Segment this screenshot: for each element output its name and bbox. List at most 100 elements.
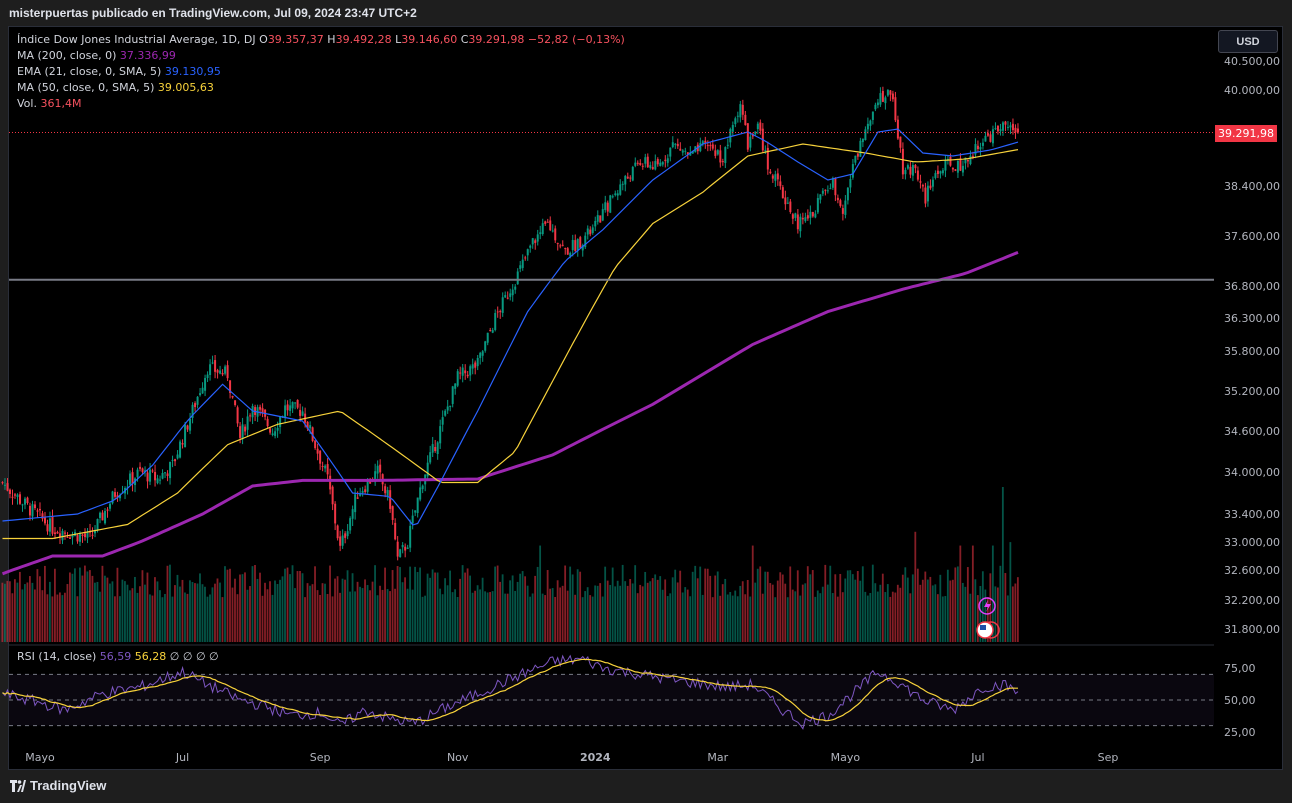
volume-bar bbox=[474, 590, 477, 642]
volume-bar bbox=[239, 574, 241, 642]
candle-body bbox=[741, 104, 744, 115]
volume-bar bbox=[16, 582, 19, 642]
volume-bar bbox=[161, 597, 164, 642]
volume-bar bbox=[874, 583, 877, 642]
candle-body bbox=[61, 530, 64, 541]
volume-row[interactable]: Vol. 361,4M bbox=[17, 96, 625, 112]
volume-bar bbox=[379, 585, 381, 642]
close-label: C bbox=[460, 33, 469, 46]
volume-bar bbox=[124, 581, 126, 642]
volume-bar bbox=[611, 567, 614, 642]
candle-body bbox=[391, 506, 394, 520]
volume-bar bbox=[984, 589, 987, 642]
ema21-row[interactable]: EMA (21, close, 0, SMA, 5) 39.130,95 bbox=[17, 64, 625, 80]
volume-bar bbox=[646, 582, 649, 642]
volume-bar bbox=[936, 594, 939, 642]
candle-body bbox=[169, 461, 172, 479]
candle-body bbox=[496, 311, 499, 313]
volume-bar bbox=[186, 593, 189, 642]
volume-bar bbox=[219, 582, 221, 642]
ma200-row[interactable]: MA (200, close, 0) 37.336,99 bbox=[17, 48, 625, 64]
volume-bar bbox=[901, 574, 904, 642]
candle-body bbox=[739, 104, 742, 118]
candle-body bbox=[139, 466, 142, 469]
volume-bar bbox=[566, 590, 569, 642]
volume-value: 361,4M bbox=[40, 97, 82, 110]
volume-bar bbox=[836, 596, 839, 642]
high-value: 39.492,28 bbox=[335, 33, 392, 46]
candle-body bbox=[126, 486, 129, 488]
candle-body bbox=[211, 362, 214, 364]
volume-bar bbox=[581, 597, 584, 642]
volume-bar bbox=[784, 583, 787, 642]
candle-body bbox=[749, 136, 752, 148]
volume-bar bbox=[484, 591, 487, 642]
volume-bar bbox=[574, 594, 577, 642]
candle-body bbox=[3, 484, 6, 486]
volume-bar bbox=[859, 580, 862, 642]
volume-bar bbox=[234, 578, 236, 642]
candle-body bbox=[291, 402, 294, 409]
candle-body bbox=[51, 516, 54, 534]
candle-body bbox=[409, 525, 412, 548]
volume-bar bbox=[486, 592, 489, 642]
volume-bar bbox=[39, 576, 41, 642]
ma50-value: 39.005,63 bbox=[157, 81, 214, 94]
volume-bar bbox=[336, 576, 339, 642]
volume-bar bbox=[671, 577, 674, 642]
candle-body bbox=[811, 212, 814, 217]
volume-bar bbox=[544, 595, 547, 642]
candle-body bbox=[991, 129, 994, 144]
volume-bar bbox=[64, 592, 66, 642]
candle-body bbox=[41, 513, 44, 519]
candle-body bbox=[941, 170, 944, 174]
candle-body bbox=[86, 531, 89, 538]
candle-body bbox=[731, 125, 734, 132]
volume-bar bbox=[351, 573, 354, 642]
candle-body bbox=[921, 185, 924, 187]
candle-body bbox=[319, 450, 322, 464]
volume-bar bbox=[781, 574, 784, 642]
volume-bar bbox=[269, 581, 271, 642]
currency-button[interactable]: USD bbox=[1218, 30, 1278, 53]
candle-body bbox=[151, 470, 154, 472]
candle-body bbox=[394, 522, 397, 540]
candle-body bbox=[639, 162, 642, 165]
candle-body bbox=[274, 431, 277, 436]
volume-bar bbox=[1001, 487, 1004, 642]
candle-body bbox=[384, 486, 387, 494]
volume-bar bbox=[314, 566, 316, 642]
candle-body bbox=[1006, 126, 1009, 128]
volume-bar bbox=[419, 567, 421, 642]
candle-body bbox=[781, 187, 784, 199]
candle-body bbox=[356, 497, 359, 499]
rsi-value: 56,59 bbox=[99, 650, 132, 663]
candle-body bbox=[39, 508, 41, 511]
candle-body bbox=[569, 252, 572, 257]
candle-body bbox=[21, 504, 24, 506]
footer-brand: TradingView bbox=[30, 778, 107, 793]
candle-body bbox=[469, 366, 472, 376]
candle-body bbox=[986, 133, 989, 136]
candle-body bbox=[1001, 122, 1004, 131]
candle-body bbox=[614, 193, 617, 195]
candle-body bbox=[234, 400, 237, 406]
candle-body bbox=[661, 162, 664, 165]
volume-bar bbox=[261, 595, 264, 642]
volume-bar bbox=[374, 565, 376, 642]
volume-bar bbox=[799, 595, 802, 642]
candle-body bbox=[829, 188, 832, 190]
volume-bar bbox=[271, 594, 274, 642]
candle-body bbox=[571, 239, 574, 251]
volume-bar bbox=[414, 566, 416, 642]
volume-bar bbox=[929, 576, 932, 642]
volume-bar bbox=[779, 572, 782, 642]
ma50-row[interactable]: MA (50, close, 0, SMA, 5) 39.005,63 bbox=[17, 80, 625, 96]
volume-bar bbox=[914, 531, 917, 642]
volume-bar bbox=[924, 571, 927, 642]
candle-body bbox=[976, 145, 979, 150]
ma50-label: MA (50, close, 0, SMA, 5) bbox=[17, 81, 155, 94]
candle-body bbox=[804, 217, 807, 222]
rsi-legend[interactable]: RSI (14, close) 56,59 56,28 ∅ ∅ ∅ ∅ bbox=[17, 650, 219, 663]
